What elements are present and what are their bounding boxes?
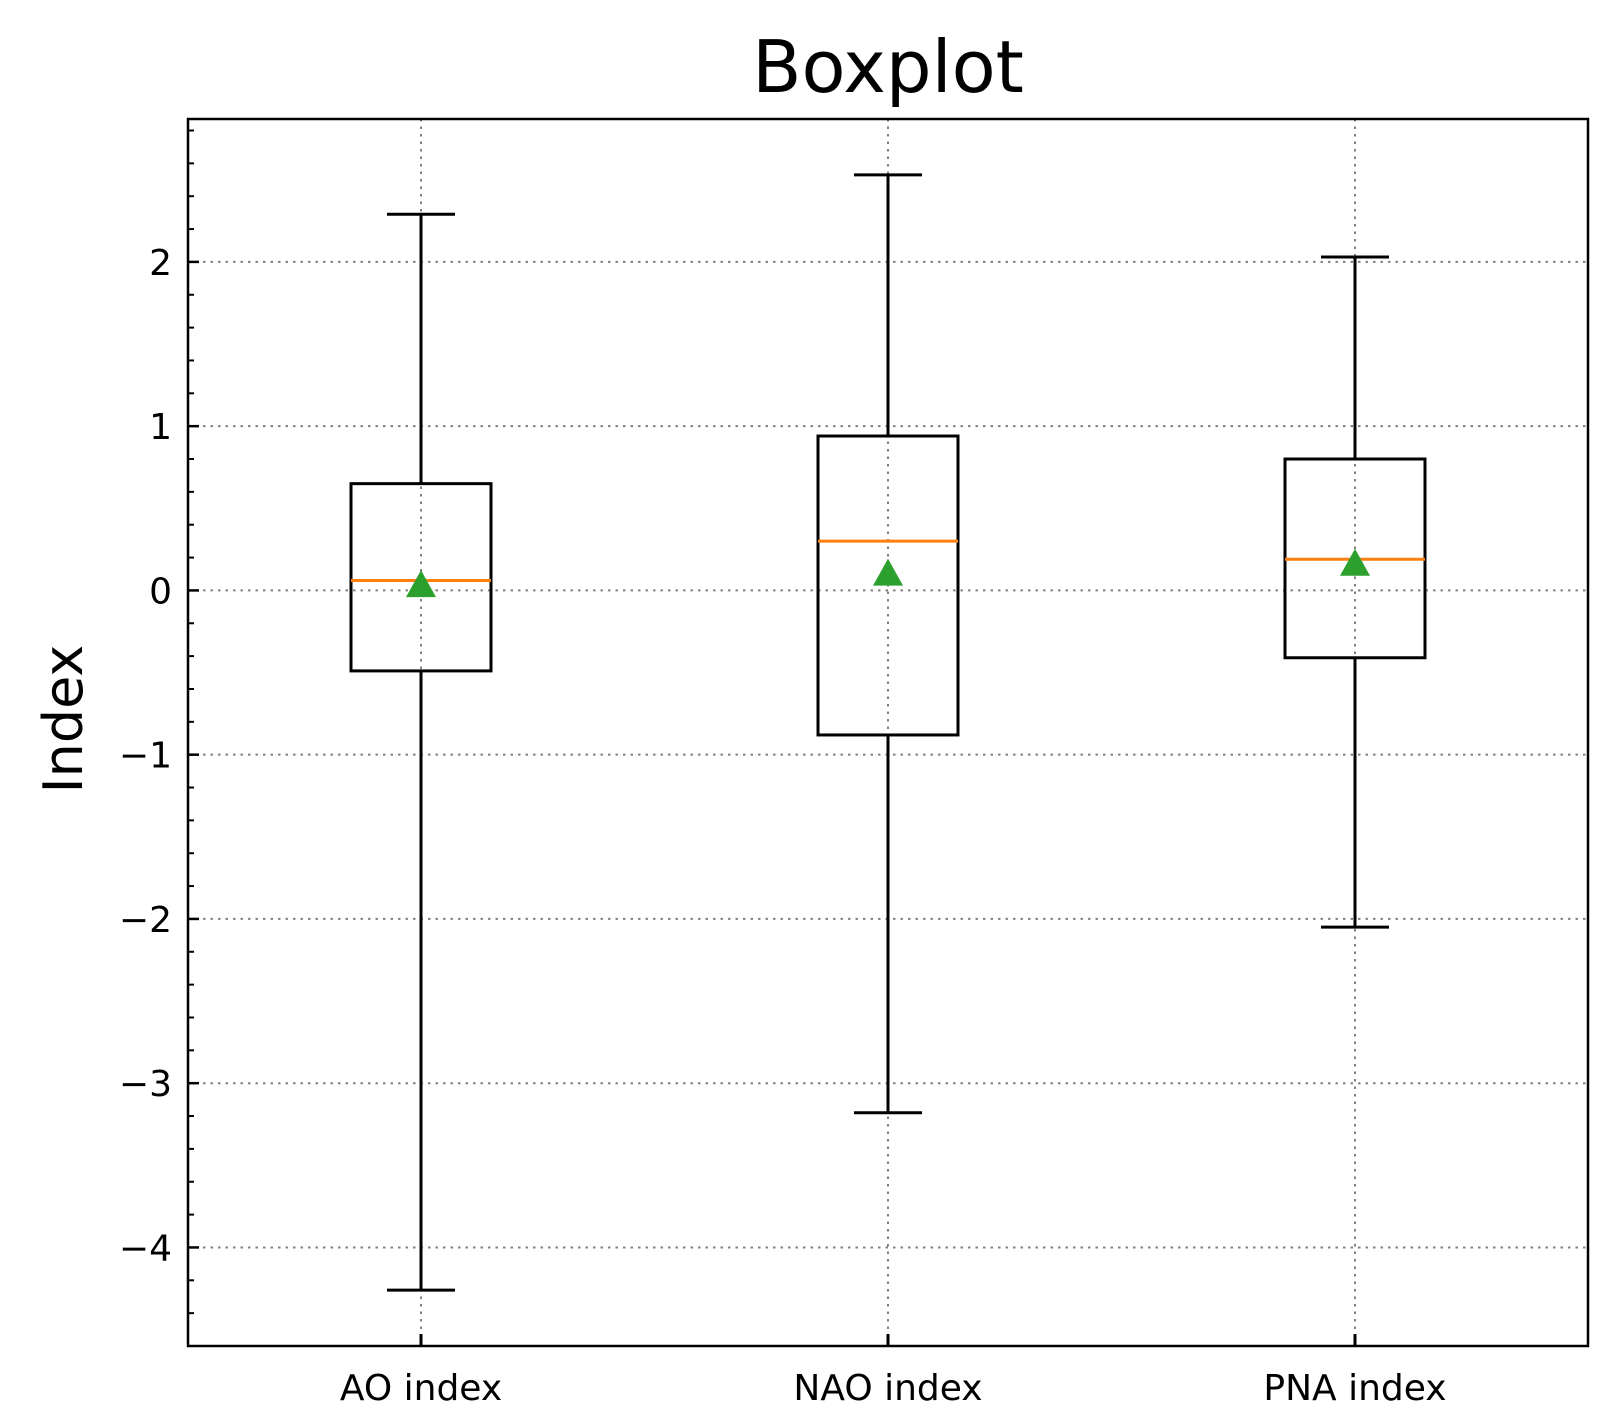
box-group bbox=[349, 212, 493, 1292]
y-axis-ticks: 2 1 0 −1 −2 −3 −4 bbox=[119, 129, 199, 1315]
mean-marker bbox=[1340, 548, 1370, 576]
mean-marker bbox=[406, 570, 436, 598]
box-group bbox=[1283, 255, 1427, 929]
y-tick-label: 0 bbox=[149, 571, 172, 612]
x-axis-ticks: AO index NAO index PNA index bbox=[340, 1334, 1447, 1409]
x-tick-label: AO index bbox=[340, 1368, 502, 1409]
box-group bbox=[816, 173, 960, 1115]
plot-area-frame bbox=[186, 117, 1590, 1348]
y-tick-label: −3 bbox=[119, 1064, 172, 1105]
y-tick-label: −2 bbox=[119, 900, 172, 941]
y-tick-label: −1 bbox=[119, 736, 172, 777]
boxes bbox=[349, 173, 1427, 1292]
chart-title: Boxplot bbox=[752, 25, 1024, 109]
y-axis-label: Index bbox=[32, 645, 95, 794]
y-tick-label: −4 bbox=[119, 1228, 172, 1269]
y-tick-label: 2 bbox=[149, 243, 172, 284]
box-iqr bbox=[816, 434, 960, 737]
y-tick-label: 1 bbox=[149, 407, 172, 448]
x-tick-label: PNA index bbox=[1263, 1368, 1446, 1409]
x-tick-label: NAO index bbox=[793, 1368, 982, 1409]
box-iqr bbox=[349, 482, 493, 673]
mean-marker bbox=[873, 558, 903, 586]
